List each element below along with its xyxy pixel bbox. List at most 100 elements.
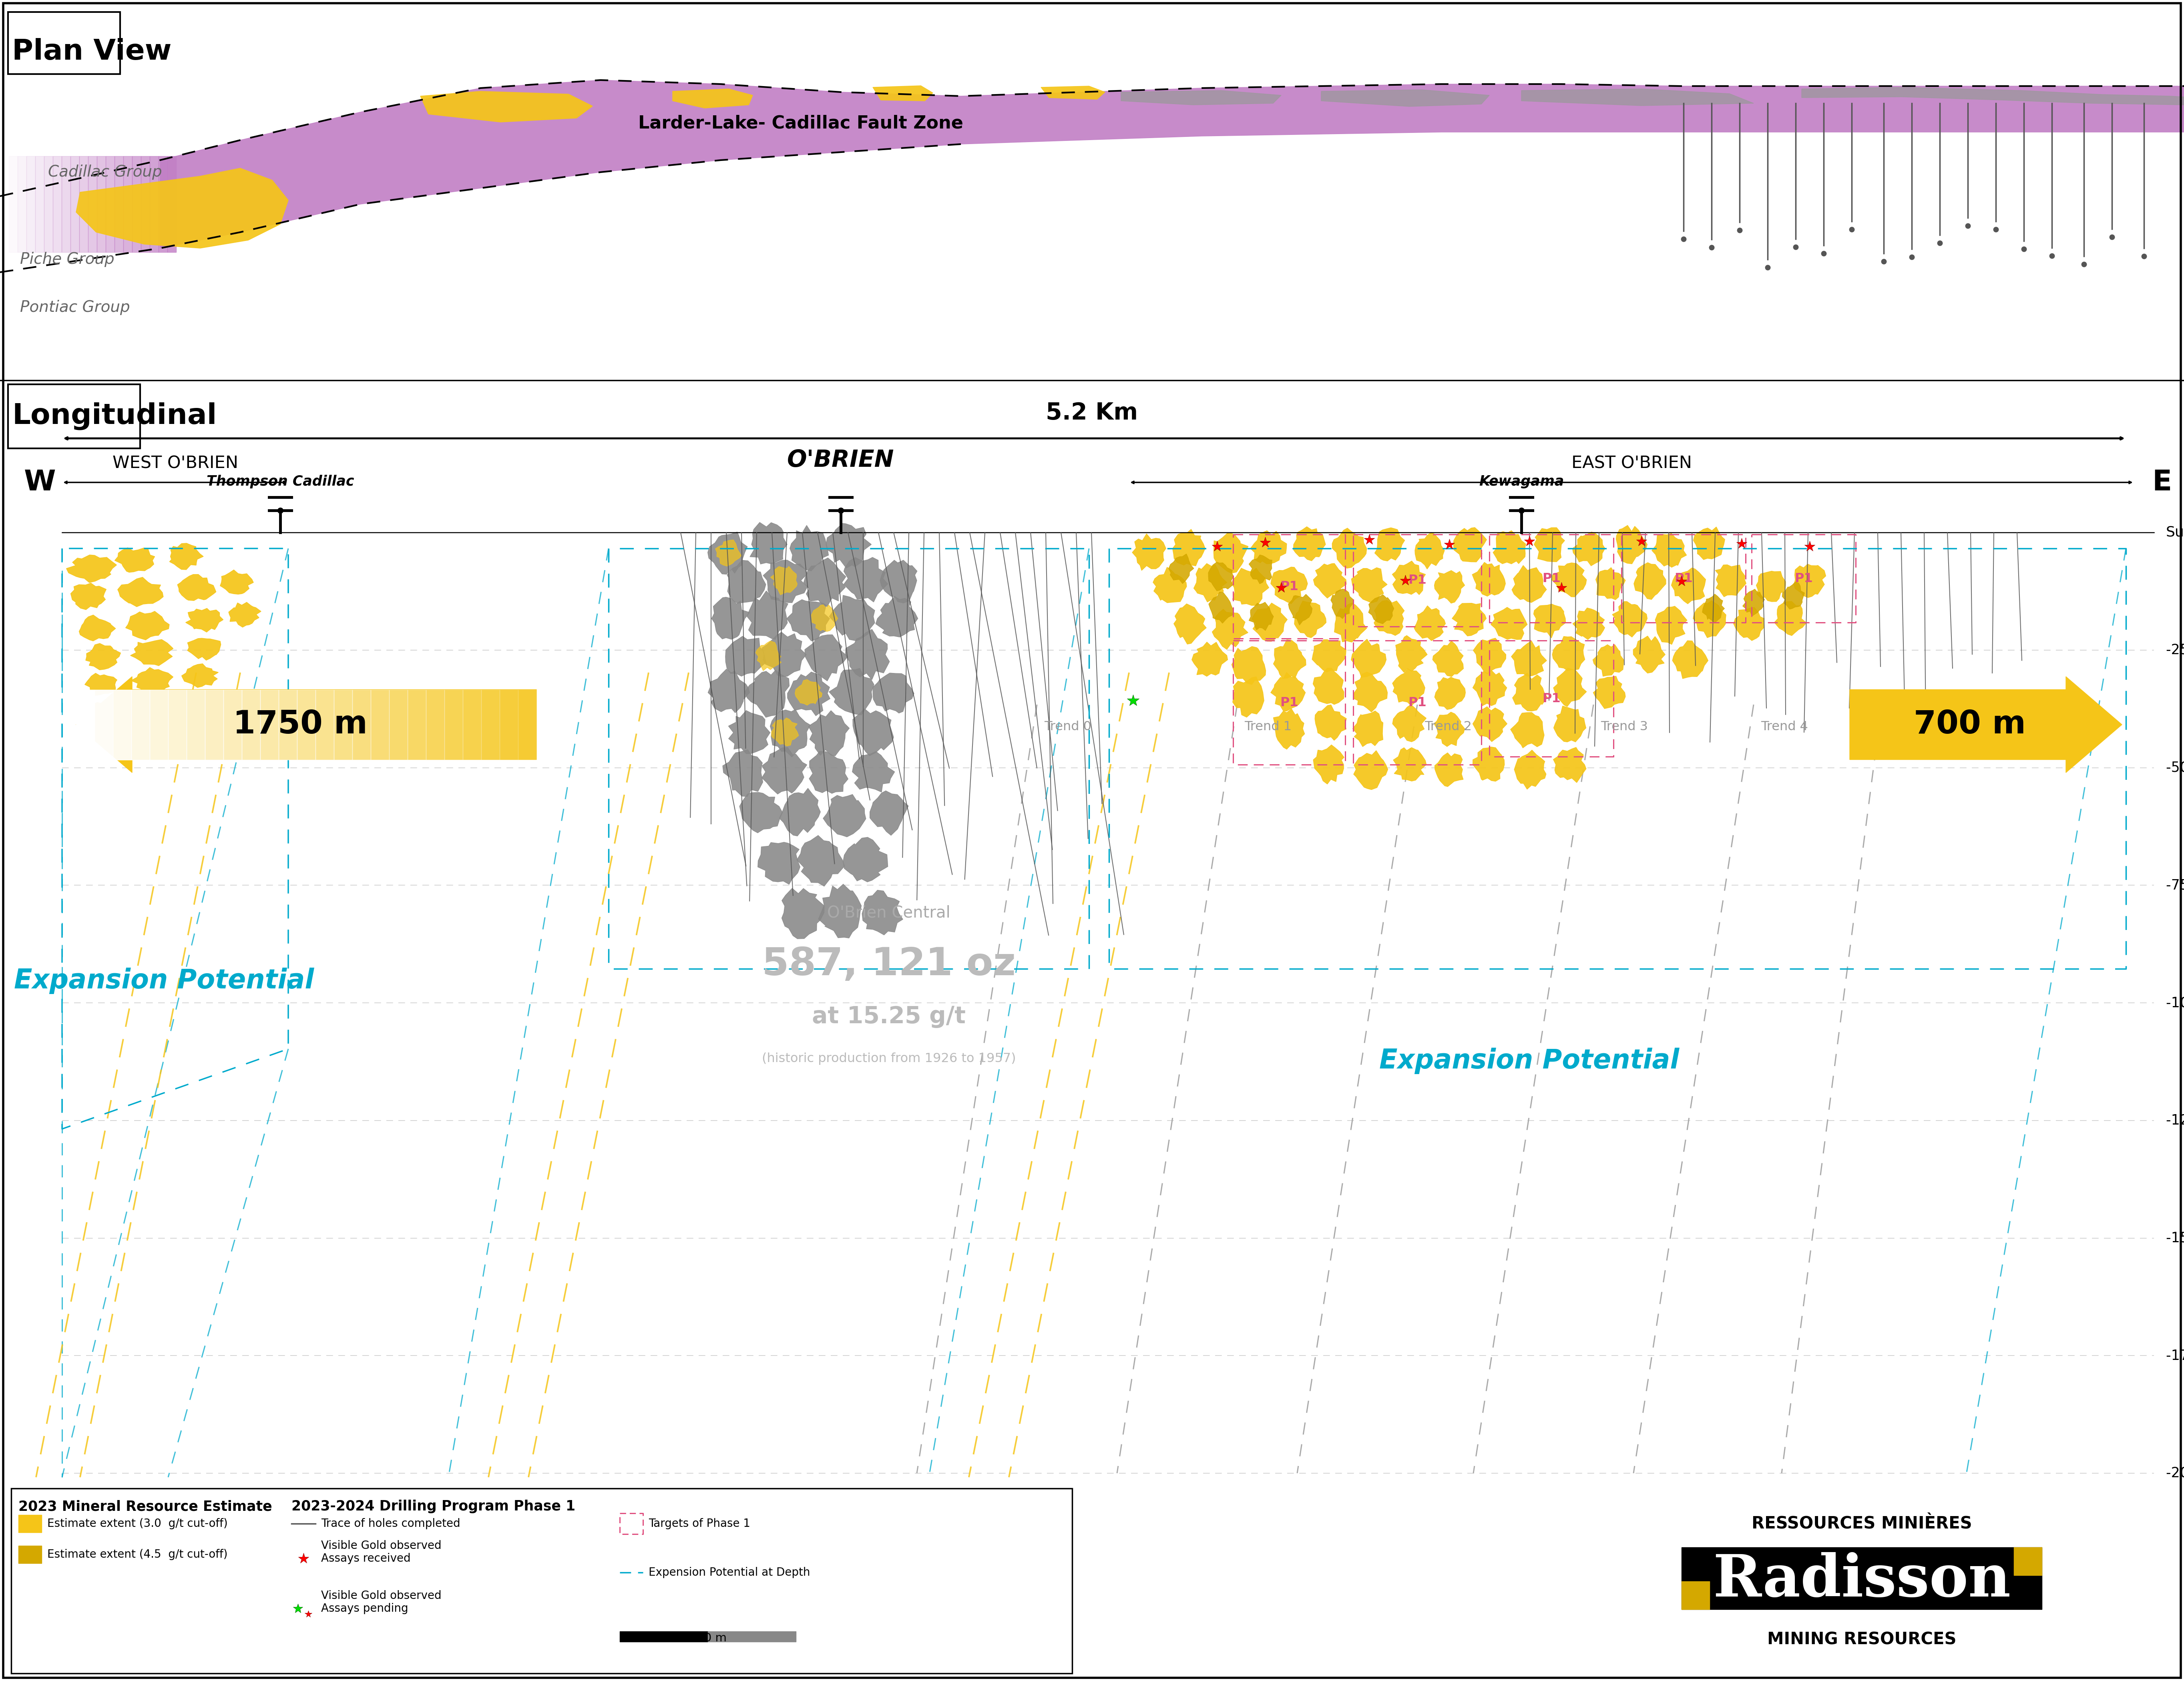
Polygon shape bbox=[1612, 602, 1647, 637]
Polygon shape bbox=[188, 639, 221, 661]
Polygon shape bbox=[1042, 86, 1105, 99]
Bar bbox=[620, 1631, 708, 1642]
Polygon shape bbox=[1533, 603, 1566, 639]
Bar bbox=[168, 689, 186, 760]
Text: EAST O'BRIEN: EAST O'BRIEN bbox=[1570, 456, 1693, 472]
Bar bbox=[223, 689, 242, 760]
Polygon shape bbox=[1553, 748, 1586, 783]
Polygon shape bbox=[1472, 563, 1505, 597]
Polygon shape bbox=[780, 788, 821, 835]
Polygon shape bbox=[843, 558, 889, 602]
Polygon shape bbox=[114, 156, 122, 252]
Polygon shape bbox=[1393, 748, 1426, 782]
Text: Plan View: Plan View bbox=[11, 39, 173, 66]
Polygon shape bbox=[79, 156, 87, 252]
Polygon shape bbox=[66, 555, 116, 583]
Text: -250 m: -250 m bbox=[2167, 644, 2184, 657]
Text: 587, 121 oz: 587, 121 oz bbox=[762, 946, 1016, 983]
Polygon shape bbox=[1354, 750, 1387, 790]
Polygon shape bbox=[1374, 528, 1404, 561]
Polygon shape bbox=[1572, 531, 1605, 566]
Polygon shape bbox=[1153, 566, 1186, 603]
Polygon shape bbox=[863, 891, 902, 935]
Polygon shape bbox=[1332, 528, 1367, 568]
Polygon shape bbox=[159, 81, 2184, 249]
Polygon shape bbox=[874, 672, 913, 713]
Polygon shape bbox=[845, 629, 889, 679]
Bar bbox=[242, 689, 260, 760]
Polygon shape bbox=[771, 718, 799, 746]
Polygon shape bbox=[771, 566, 797, 595]
Polygon shape bbox=[762, 632, 806, 677]
Polygon shape bbox=[1208, 592, 1234, 624]
Polygon shape bbox=[852, 751, 895, 792]
Polygon shape bbox=[70, 156, 79, 252]
Polygon shape bbox=[1251, 603, 1286, 642]
Polygon shape bbox=[1756, 572, 1787, 602]
Text: Trend 0: Trend 0 bbox=[1044, 721, 1092, 733]
Polygon shape bbox=[79, 615, 116, 640]
Bar bbox=[389, 689, 408, 760]
Polygon shape bbox=[1474, 639, 1507, 674]
Text: Expension Potential at Depth: Expension Potential at Depth bbox=[649, 1567, 810, 1578]
Bar bbox=[205, 689, 223, 760]
Text: Trend 3: Trend 3 bbox=[1601, 721, 1649, 733]
Polygon shape bbox=[17, 156, 26, 252]
Text: P1: P1 bbox=[1795, 572, 1813, 585]
Polygon shape bbox=[118, 577, 164, 607]
Bar bbox=[297, 689, 314, 760]
Polygon shape bbox=[747, 590, 788, 639]
Polygon shape bbox=[177, 575, 216, 600]
Polygon shape bbox=[723, 750, 762, 797]
Bar bbox=[76, 689, 94, 760]
Polygon shape bbox=[181, 664, 218, 688]
Bar bbox=[114, 689, 131, 760]
Text: Trend 2: Trend 2 bbox=[1424, 721, 1472, 733]
Polygon shape bbox=[1435, 570, 1465, 603]
Polygon shape bbox=[122, 156, 131, 252]
Polygon shape bbox=[797, 835, 845, 886]
Polygon shape bbox=[1511, 713, 1544, 748]
Text: Radisson: Radisson bbox=[1712, 1552, 2011, 1609]
Text: P1: P1 bbox=[1542, 693, 1562, 704]
Polygon shape bbox=[1354, 672, 1387, 713]
Text: -1000 m: -1000 m bbox=[2167, 997, 2184, 1010]
Polygon shape bbox=[87, 156, 96, 252]
Bar bbox=[260, 689, 280, 760]
Polygon shape bbox=[826, 523, 871, 568]
Polygon shape bbox=[1168, 555, 1195, 583]
Polygon shape bbox=[708, 669, 749, 713]
Polygon shape bbox=[1435, 753, 1463, 787]
Polygon shape bbox=[1514, 672, 1546, 711]
Polygon shape bbox=[1693, 600, 1725, 637]
Polygon shape bbox=[1782, 582, 1804, 609]
Polygon shape bbox=[1452, 603, 1487, 635]
Text: Pontiac Group: Pontiac Group bbox=[20, 299, 131, 314]
Text: Trace of holes completed: Trace of holes completed bbox=[321, 1518, 461, 1530]
Polygon shape bbox=[1321, 89, 1489, 106]
Polygon shape bbox=[1511, 640, 1546, 676]
Polygon shape bbox=[1634, 563, 1666, 600]
Bar bbox=[280, 689, 297, 760]
Polygon shape bbox=[1472, 706, 1507, 741]
Polygon shape bbox=[76, 168, 288, 249]
Polygon shape bbox=[1492, 607, 1527, 639]
Text: MINING RESOURCES: MINING RESOURCES bbox=[1767, 1631, 1957, 1647]
Polygon shape bbox=[124, 612, 170, 640]
Text: Trend 4: Trend 4 bbox=[1760, 721, 1808, 733]
Polygon shape bbox=[1313, 667, 1343, 704]
Polygon shape bbox=[1773, 602, 1806, 635]
Polygon shape bbox=[1634, 635, 1664, 672]
Bar bbox=[131, 689, 151, 760]
Polygon shape bbox=[1511, 565, 1546, 602]
Polygon shape bbox=[1295, 602, 1326, 637]
Text: Targets of Phase 1: Targets of Phase 1 bbox=[649, 1518, 751, 1530]
Polygon shape bbox=[788, 672, 830, 716]
Text: -500 m: -500 m bbox=[2167, 761, 2184, 775]
Polygon shape bbox=[1415, 533, 1444, 570]
Text: Cadillac Group: Cadillac Group bbox=[48, 165, 162, 180]
Polygon shape bbox=[105, 156, 114, 252]
Bar bbox=[17, 1515, 41, 1533]
Polygon shape bbox=[1494, 531, 1527, 563]
Polygon shape bbox=[1553, 667, 1586, 706]
